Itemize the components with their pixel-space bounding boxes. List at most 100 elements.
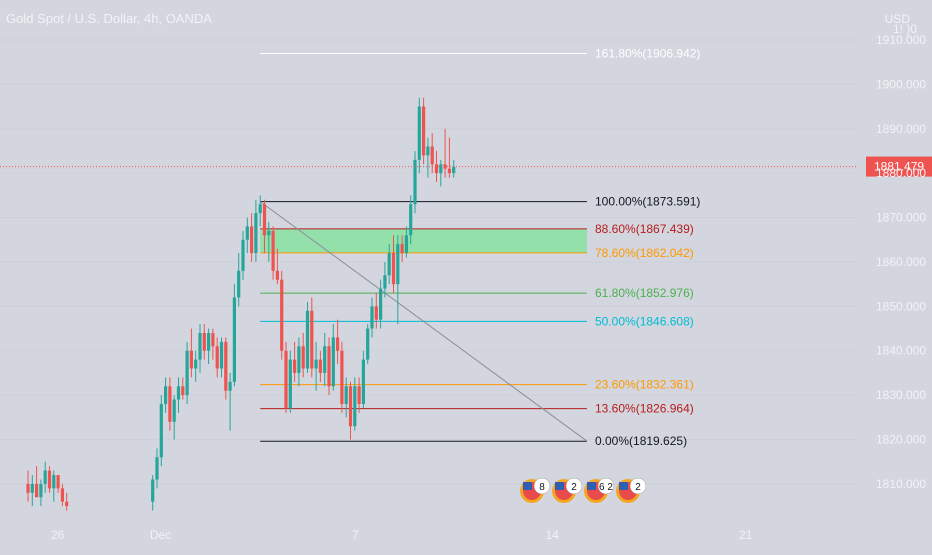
- candle: [262, 199, 267, 254]
- event-count-label: 6 2: [599, 482, 613, 493]
- candle: [374, 293, 378, 329]
- candle: [357, 377, 361, 413]
- candle: [361, 350, 365, 409]
- event-count-label: 8: [539, 482, 545, 493]
- candle: [241, 230, 245, 280]
- candle: [198, 324, 202, 373]
- candle-body: [60, 488, 64, 502]
- candle: [297, 337, 301, 387]
- time-tick-label: 14: [546, 528, 560, 542]
- candle-body: [305, 310, 310, 369]
- candle: [181, 377, 185, 400]
- trend-line-layer[interactable]: [259, 201, 588, 442]
- candle-body: [417, 106, 421, 160]
- candle-body: [409, 204, 413, 236]
- candle-body: [344, 386, 348, 405]
- symbol-title[interactable]: Gold Spot / U.S. Dollar, 4h, OANDA: [6, 11, 212, 26]
- fib-retracement[interactable]: 161.80%(1906.942) 100.00%(1873.591) 88.60%…: [260, 47, 700, 449]
- event-count-label: 2: [635, 482, 641, 493]
- candle: [250, 213, 254, 262]
- candle: [224, 337, 228, 400]
- candle-body: [370, 306, 374, 329]
- price-axis-top-label: 1! )0: [893, 22, 918, 36]
- candle-body: [353, 386, 357, 427]
- candle: [168, 377, 172, 431]
- candle: [422, 97, 426, 165]
- price-tick-label: 1880.000: [876, 166, 926, 180]
- candle: [271, 226, 275, 280]
- event-flag-canton: [587, 482, 596, 490]
- fib-level-label: 100.00%(1873.591): [595, 195, 700, 209]
- candle: [318, 350, 322, 382]
- candle-body: [245, 226, 249, 240]
- trend-line[interactable]: [259, 201, 588, 442]
- candle: [155, 448, 159, 489]
- candle: [391, 235, 396, 294]
- candle: [35, 466, 39, 498]
- candle-body: [387, 253, 391, 276]
- candle: [417, 97, 421, 174]
- candle-body: [422, 106, 426, 156]
- candle: [30, 475, 34, 507]
- candle-body: [258, 204, 262, 214]
- candle-body: [275, 270, 279, 280]
- time-axis[interactable]: 26Dec71421282021: [51, 528, 932, 542]
- candle: [176, 377, 181, 413]
- candle: [340, 341, 344, 413]
- price-tick-label: 1850.000: [876, 299, 926, 313]
- economic-events[interactable]: 8 2 6 2 2: [520, 477, 647, 503]
- candle: [164, 377, 168, 413]
- candle: [245, 217, 249, 254]
- last-price-label: 1881.479: [874, 160, 924, 174]
- candle-body: [383, 275, 387, 289]
- candle-body: [327, 346, 331, 387]
- event-count-badge: [597, 477, 615, 495]
- candle-body: [241, 239, 245, 271]
- candle-body: [374, 306, 378, 320]
- price-axis[interactable]: 1910.000 1900.000 1890.000 1880.000 1870.000…: [876, 33, 926, 491]
- candle: [43, 461, 47, 493]
- event-flag-icon[interactable]: 2: [552, 477, 583, 503]
- candle-body: [340, 350, 344, 405]
- candle-body: [211, 332, 215, 347]
- candle: [280, 270, 284, 360]
- candle: [305, 301, 310, 373]
- candle-body: [443, 164, 447, 169]
- fib-level-label: 61.80%(1852.976): [595, 286, 694, 300]
- candle-body: [151, 479, 155, 502]
- candle-body: [297, 346, 301, 373]
- candle-body: [189, 350, 193, 369]
- event-flag-canton: [555, 482, 564, 490]
- candle: [396, 235, 400, 325]
- candle-body: [314, 359, 318, 369]
- candle-body: [172, 399, 176, 422]
- fib-level-label: 78.60%(1862.042): [595, 246, 694, 260]
- price-tick-label: 1900.000: [876, 77, 926, 91]
- candle: [383, 261, 387, 298]
- candle: [310, 297, 314, 378]
- candle: [267, 221, 271, 262]
- candle-body: [39, 483, 43, 498]
- price-tick-label: 1890.000: [876, 122, 926, 136]
- candle: [447, 137, 451, 178]
- event-flag-icon[interactable]: 8: [520, 477, 551, 503]
- fib-level-label: 88.60%(1867.439): [595, 222, 694, 236]
- candle: [370, 297, 374, 338]
- fib-level-label: 161.80%(1906.942): [595, 47, 700, 61]
- price-tick-label: 1830.000: [876, 388, 926, 402]
- price-axis-unit[interactable]: USD: [884, 12, 910, 26]
- candle: [219, 337, 224, 378]
- candle-body: [198, 332, 202, 360]
- price-tick-label: 1840.000: [876, 344, 926, 358]
- fib-level-label: 0.00%(1819.625): [595, 434, 687, 448]
- event-flag-icon[interactable]: 6 2: [584, 477, 615, 503]
- event-flag-icon[interactable]: 2: [616, 477, 647, 503]
- candle-body: [159, 404, 163, 458]
- candle-body: [267, 230, 271, 236]
- candle-body: [293, 359, 297, 373]
- candle: [65, 492, 69, 511]
- last-price-layer: 1881.479: [0, 156, 932, 177]
- candle: [56, 475, 60, 493]
